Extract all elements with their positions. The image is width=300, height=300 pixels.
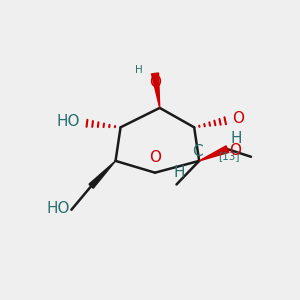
Text: O: O (229, 143, 241, 158)
Text: O: O (150, 75, 162, 90)
Text: HO: HO (46, 201, 70, 216)
Polygon shape (199, 146, 229, 161)
Text: [13]: [13] (218, 152, 240, 161)
Text: C: C (192, 144, 203, 159)
Text: HO: HO (56, 114, 80, 129)
Text: H: H (230, 131, 242, 146)
Text: H: H (174, 165, 185, 180)
Polygon shape (152, 73, 160, 108)
Polygon shape (89, 161, 116, 188)
Text: H: H (136, 65, 143, 76)
Text: O: O (149, 150, 161, 165)
Text: O: O (232, 111, 244, 126)
